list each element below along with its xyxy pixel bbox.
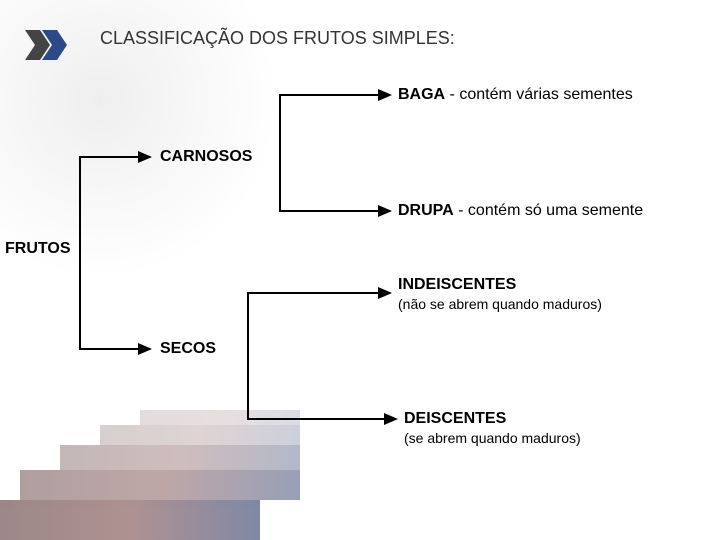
leaf-rest: - contém várias sementes [445, 86, 633, 103]
leaf-bold: INDEISCENTES [398, 276, 516, 293]
leaf-bold: BAGA [398, 86, 445, 103]
connector-lines [0, 0, 720, 540]
leaf-bold: DEISCENTES [404, 410, 506, 427]
leaf-sub: (se abrem quando maduros) [404, 430, 581, 446]
node-drupa: DRUPA - contém só uma semente [398, 202, 643, 220]
node-indeiscentes: INDEISCENTES (não se abrem quando maduros… [398, 276, 602, 312]
node-root: FRUTOS [5, 240, 70, 258]
leaf-sub: (não se abrem quando maduros) [398, 296, 602, 312]
node-carnosos: CARNOSOS [160, 148, 252, 166]
node-baga: BAGA - contém várias sementes [398, 86, 633, 104]
node-secos: SECOS [160, 340, 216, 358]
leaf-rest: - contém só uma semente [454, 202, 643, 219]
leaf-bold: DRUPA [398, 202, 454, 219]
node-deiscentes: DEISCENTES (se abrem quando maduros) [404, 410, 581, 446]
diagram-container: FRUTOS CARNOSOS SECOS BAGA - contém vári… [0, 0, 720, 540]
